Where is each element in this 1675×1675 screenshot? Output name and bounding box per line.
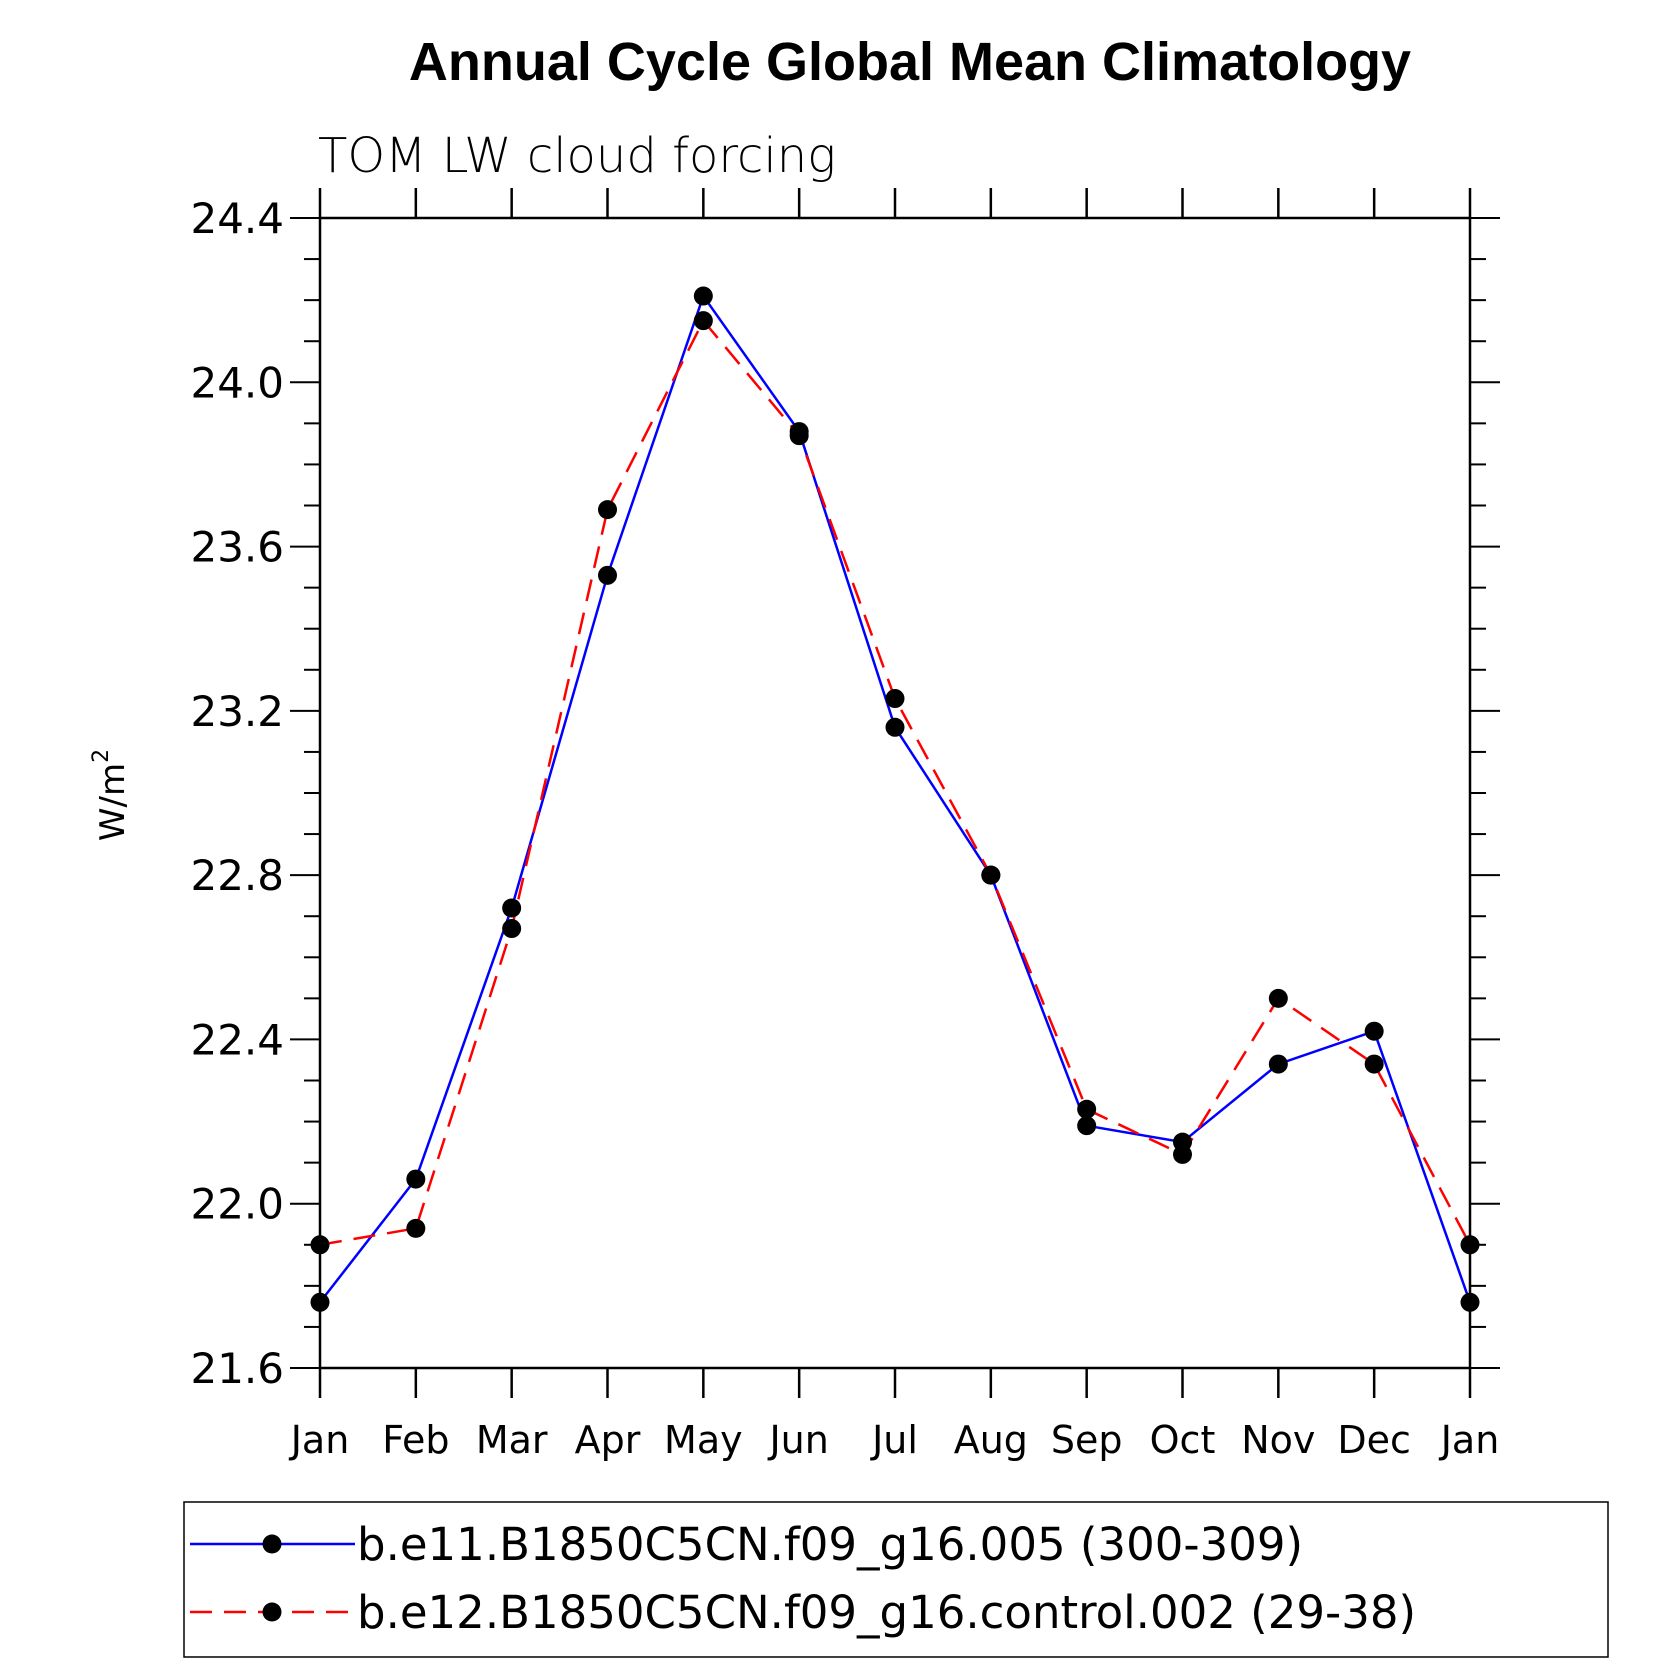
x-tick-label: Apr: [575, 1418, 641, 1462]
y-tick-label: 22.8: [190, 851, 284, 900]
legend-label-2: b.e12.B1850C5CN.f09_g16.control.002 (29-…: [357, 1586, 1416, 1639]
plot-frame: [318, 216, 1472, 1370]
data-point-series-1: [406, 1169, 426, 1189]
chart-title: Annual Cycle Global Mean Climatology: [409, 32, 1411, 92]
x-tick-label: Jun: [767, 1418, 828, 1462]
data-point-series-2: [1173, 1144, 1192, 1164]
axis-ticks: [290, 188, 1500, 1398]
data-point-series-2: [406, 1218, 426, 1238]
data-point-series-1: [1364, 1021, 1384, 1041]
data-point-series-2: [693, 311, 713, 331]
chart-subtitle: TOM LW cloud forcing: [318, 128, 836, 184]
y-tick-label: 23.6: [190, 523, 284, 572]
x-tick-label: Sep: [1051, 1418, 1123, 1462]
data-point-series-2: [1364, 1054, 1384, 1074]
legend-marker-2: [262, 1602, 282, 1622]
series-line-1: [319, 293, 1472, 1304]
data-point-series-2: [789, 426, 809, 446]
data-point-series-1: [885, 717, 905, 737]
data-point-series-1: [1460, 1292, 1480, 1312]
data-point-series-2: [598, 500, 617, 520]
y-axis-label-base: W/m: [93, 763, 133, 841]
y-tick-label: 22.0: [190, 1180, 284, 1229]
y-axis-label: W/m2: [89, 749, 133, 841]
data-point-series-2: [1268, 988, 1288, 1008]
legend-label-1: b.e11.B1850C5CN.f09_g16.005 (300-309): [357, 1518, 1303, 1571]
data-point-series-2: [981, 865, 1001, 885]
series-line-2: [319, 318, 1472, 1247]
legend: b.e11.B1850C5CN.f09_g16.005 (300-309) b.e…: [190, 1518, 1416, 1639]
legend-box: [183, 1501, 1609, 1658]
data-point-series-1: [693, 286, 713, 306]
data-point-series-2: [310, 1235, 330, 1255]
data-point-series-2: [885, 689, 905, 709]
y-tick-label: 22.4: [190, 1015, 284, 1064]
x-tick-label: May: [664, 1418, 743, 1462]
y-tick-label: 21.6: [190, 1344, 284, 1393]
legend-marker-1: [262, 1534, 282, 1554]
data-point-series-2: [1077, 1099, 1097, 1119]
y-axis-label-superscript: 2: [89, 749, 114, 763]
series-layer: [310, 286, 1480, 1312]
x-tick-label: Dec: [1337, 1418, 1411, 1462]
y-tick-label: 24.0: [190, 358, 284, 407]
x-tick-label: Oct: [1150, 1418, 1216, 1462]
x-tick-label: Jul: [870, 1418, 918, 1462]
x-tick-label: Aug: [954, 1418, 1028, 1462]
y-tick-label: 23.2: [190, 687, 284, 736]
x-tick-label: Mar: [476, 1418, 548, 1462]
data-point-series-2: [502, 919, 522, 939]
data-point-series-1: [1268, 1054, 1288, 1074]
y-tick-labels: 21.6 22.0 22.4 22.8 23.2 23.6 24.0 24.4: [190, 194, 284, 1393]
data-point-series-1: [598, 565, 617, 585]
data-point-series-1: [502, 898, 522, 918]
x-tick-label: Nov: [1241, 1418, 1315, 1462]
x-tick-labels: Jan Feb Mar Apr May Jun Jul Aug Sep Oct Nov Dec Jan: [289, 1418, 1500, 1462]
x-tick-label: Feb: [382, 1418, 449, 1462]
data-point-series-2: [1460, 1235, 1480, 1255]
y-tick-label: 24.4: [190, 194, 284, 243]
data-point-series-1: [310, 1292, 330, 1312]
x-tick-label: Jan: [289, 1418, 350, 1462]
x-tick-label: Jan: [1439, 1418, 1500, 1462]
data-point-series-1: [1077, 1116, 1097, 1136]
